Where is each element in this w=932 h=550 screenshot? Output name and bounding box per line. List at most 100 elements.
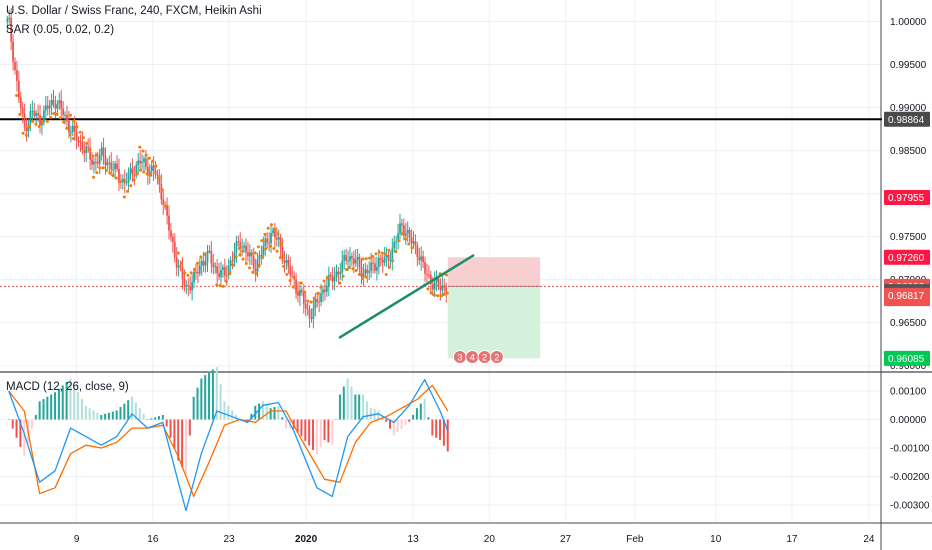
time-axis-tick-label: 2020 bbox=[295, 534, 318, 545]
sar-dot bbox=[72, 119, 76, 123]
candle-up bbox=[241, 247, 244, 249]
macd-histogram-bar bbox=[435, 419, 438, 438]
sar-dot bbox=[426, 287, 430, 291]
sar-dot bbox=[108, 171, 112, 175]
candle-up bbox=[64, 114, 66, 116]
candle-up bbox=[389, 260, 392, 262]
event-badge-count: 4 bbox=[470, 352, 475, 363]
sar-indicator-label[interactable]: SAR (0.05, 0.02, 0.2) bbox=[6, 24, 115, 36]
candle-up bbox=[177, 265, 180, 268]
macd-histogram-bar bbox=[331, 419, 334, 445]
candle-up bbox=[299, 289, 301, 296]
candle-down bbox=[379, 257, 382, 260]
macd-histogram-bar bbox=[377, 410, 380, 420]
candle-up bbox=[229, 260, 232, 266]
macd-histogram-bar bbox=[312, 419, 314, 450]
sar-dot bbox=[148, 173, 152, 177]
sar-dot bbox=[410, 246, 414, 250]
take-profit-zone[interactable] bbox=[447, 286, 541, 359]
candle-down bbox=[123, 178, 126, 184]
sar-dot bbox=[368, 256, 372, 260]
candle-down bbox=[275, 237, 278, 240]
sar-dot bbox=[351, 267, 355, 271]
sar-dot bbox=[344, 267, 348, 271]
candle-down bbox=[387, 254, 390, 261]
candle-down bbox=[247, 252, 249, 257]
candle-down bbox=[402, 225, 405, 236]
sar-dot bbox=[257, 263, 261, 267]
candle-down bbox=[54, 104, 57, 109]
macd-histogram-bar bbox=[346, 378, 349, 420]
price-axis-tick-label: 0.99000 bbox=[890, 103, 927, 114]
sar-dot bbox=[160, 188, 164, 192]
macd-histogram-bar bbox=[385, 419, 388, 422]
price-axis-marker-label: 0.96085 bbox=[888, 354, 925, 365]
candle-down bbox=[318, 301, 321, 303]
candle-up bbox=[272, 230, 274, 233]
candle-down bbox=[358, 256, 361, 268]
candle-up bbox=[370, 262, 373, 271]
macd-histogram-bar bbox=[54, 392, 57, 420]
candle-down bbox=[89, 147, 91, 160]
macd-histogram-bar bbox=[104, 413, 107, 420]
candle-down bbox=[116, 163, 118, 169]
macd-histogram-bar bbox=[15, 419, 18, 438]
macd-histogram-bar bbox=[277, 405, 280, 420]
event-badge[interactable] bbox=[489, 350, 504, 364]
macd-histogram-bar bbox=[192, 396, 195, 420]
macd-histogram-bar bbox=[354, 394, 357, 420]
candle-down bbox=[96, 161, 99, 164]
sar-dot bbox=[231, 263, 235, 267]
sar-dot bbox=[68, 133, 72, 137]
candle-down bbox=[19, 97, 22, 108]
candle-down bbox=[345, 255, 348, 261]
candle-up bbox=[6, 18, 9, 22]
candle-down bbox=[91, 159, 93, 165]
macd-histogram-bar bbox=[30, 419, 33, 429]
candle-up bbox=[285, 259, 288, 263]
price-axis-marker bbox=[884, 249, 930, 265]
sar-dot bbox=[183, 271, 187, 275]
candle-down bbox=[23, 113, 26, 128]
candle-down bbox=[437, 278, 440, 287]
sar-dot bbox=[357, 273, 361, 277]
macd-histogram-bar bbox=[269, 408, 272, 420]
candle-down bbox=[104, 156, 107, 166]
macd-histogram-bar bbox=[7, 419, 10, 421]
candle-up bbox=[404, 233, 407, 236]
sar-dot bbox=[122, 195, 126, 199]
candle-down bbox=[300, 289, 303, 293]
macd-indicator-label[interactable]: MACD (12, 26, close, 9) bbox=[6, 381, 129, 393]
sar-dot bbox=[237, 247, 241, 251]
sar-dot bbox=[380, 251, 384, 255]
candle-up bbox=[433, 281, 436, 290]
sar-dot bbox=[260, 255, 264, 259]
candle-up bbox=[339, 272, 342, 275]
candle-down bbox=[158, 175, 161, 185]
macd-histogram-bar bbox=[231, 410, 234, 420]
trendline[interactable] bbox=[338, 254, 475, 339]
macd-histogram-bar bbox=[131, 396, 134, 420]
sar-dot bbox=[101, 166, 105, 170]
sar-dot bbox=[215, 283, 219, 287]
candle-down bbox=[10, 17, 13, 42]
candle-down bbox=[187, 285, 190, 287]
sar-dot bbox=[68, 113, 72, 117]
event-badge-count: 3 bbox=[457, 352, 462, 363]
candle-up bbox=[277, 237, 280, 240]
candle-down bbox=[431, 284, 434, 290]
candle-down bbox=[424, 262, 426, 274]
candle-up bbox=[31, 110, 34, 112]
sar-dot bbox=[95, 171, 99, 175]
candle-up bbox=[198, 265, 201, 274]
candle-down bbox=[62, 108, 65, 115]
sar-dot bbox=[234, 255, 238, 259]
candle-down bbox=[372, 262, 374, 264]
time-axis-tick-label: 24 bbox=[863, 534, 875, 545]
candle-up bbox=[385, 254, 388, 258]
candle-down bbox=[439, 286, 442, 291]
sar-dot bbox=[384, 252, 388, 256]
candle-up bbox=[143, 158, 145, 162]
macd-histogram-bar bbox=[184, 419, 187, 475]
